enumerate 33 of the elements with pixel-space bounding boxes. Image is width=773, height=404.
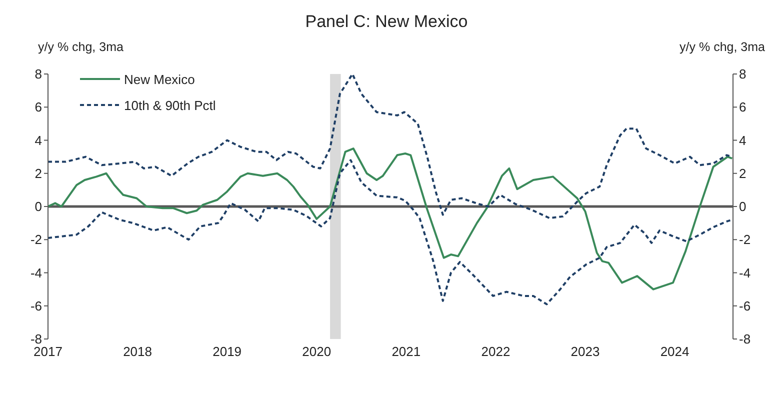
y-tick-label: 8 [34, 66, 42, 82]
x-tick-label: 2019 [212, 344, 242, 360]
y-tick-label: -2 [30, 232, 42, 248]
y-tick-label: -4 [30, 265, 42, 280]
y-tick-label: 0 [34, 199, 42, 214]
line-series [48, 159, 733, 306]
y2-tick-label: 6 [739, 100, 746, 115]
y-tick-label: 4 [34, 132, 42, 148]
y2-tick-label: -4 [739, 265, 751, 280]
y-tick-label: -6 [30, 298, 42, 314]
chart-title: Panel C: New Mexico [304, 12, 469, 32]
x-tick-label: 2018 [123, 344, 152, 360]
y2-tick-label: 4 [739, 132, 746, 148]
y-tick-label: -8 [30, 332, 42, 347]
line-series [48, 148, 733, 290]
legend-label: New Mexico [124, 72, 195, 86]
y2-tick-label: -6 [739, 298, 751, 314]
y-axis-title: y/y % chg, 3ma [38, 40, 124, 54]
y2-tick-label: -2 [739, 232, 751, 248]
x-tick-label: 2022 [481, 344, 510, 360]
x-tick-label: 2024 [660, 344, 690, 360]
legend-label: 10th & 90th Pctl [124, 98, 216, 112]
y2-axis-title: y/y % chg, 3ma [680, 40, 765, 54]
x-tick-label: 2021 [392, 344, 421, 360]
y2-tick-label: 2 [739, 166, 746, 181]
x-tick-label: 2020 [302, 344, 332, 360]
x-tick-label: 2023 [570, 344, 600, 360]
y2-tick-label: 0 [739, 199, 746, 214]
x-tick-label: 2017 [34, 344, 62, 360]
y-tick-label: 6 [34, 100, 42, 115]
y-tick-label: 2 [34, 166, 42, 181]
y2-tick-label: -8 [739, 332, 751, 347]
y2-tick-label: 8 [739, 66, 746, 82]
